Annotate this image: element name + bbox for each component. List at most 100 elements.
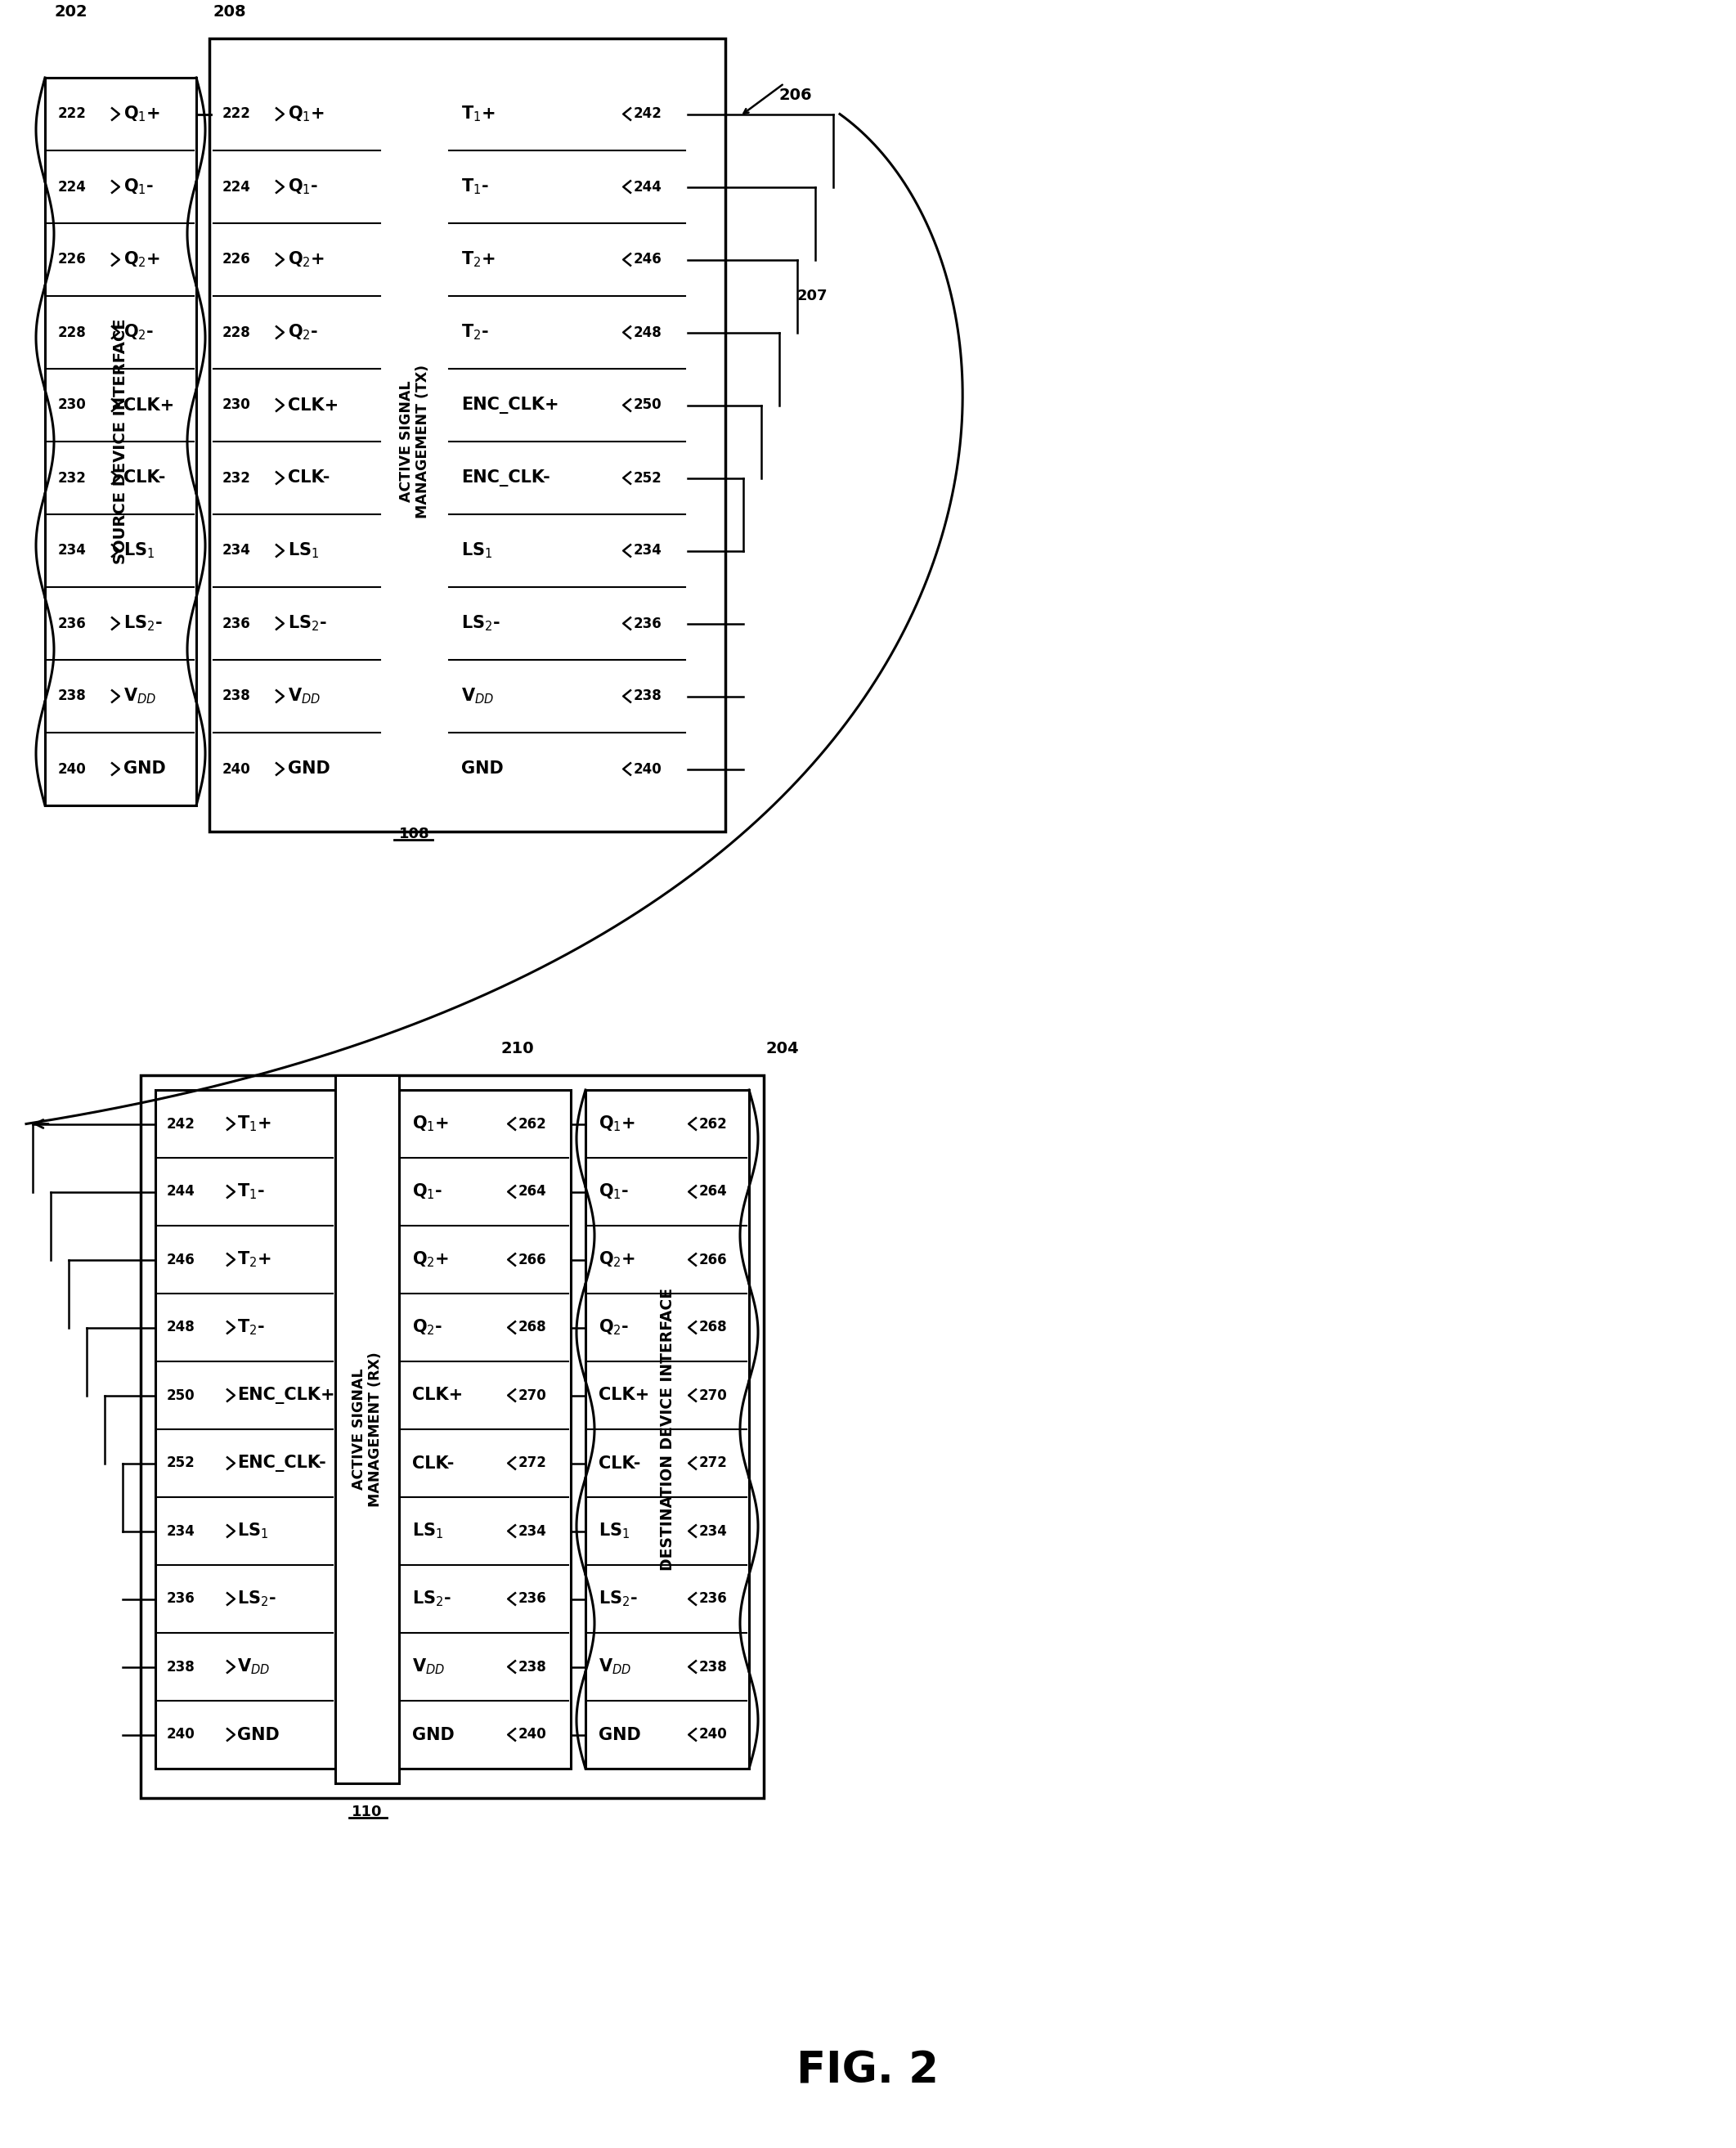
Text: 234: 234	[222, 543, 252, 558]
Text: GND: GND	[411, 1727, 455, 1742]
Text: 238: 238	[57, 690, 87, 705]
Text: V$_{DD}$: V$_{DD}$	[599, 1656, 632, 1675]
Bar	[155, 1089, 335, 1768]
Text: 207: 207	[797, 288, 828, 303]
Text: CLK+: CLK+	[411, 1388, 464, 1403]
Text: 234: 234	[167, 1523, 196, 1538]
Text: 234: 234	[57, 543, 87, 558]
Text: 270: 270	[700, 1388, 727, 1403]
Text: 236: 236	[167, 1592, 194, 1607]
Text: Q$_{2}$-: Q$_{2}$-	[123, 322, 155, 342]
Text: 230: 230	[222, 397, 250, 412]
Bar	[210, 39, 726, 831]
Bar	[212, 77, 382, 806]
Text: 264: 264	[700, 1184, 727, 1199]
Text: LS$_{1}$: LS$_{1}$	[238, 1521, 269, 1540]
Text: 268: 268	[519, 1321, 547, 1334]
Text: DESTINATION DEVICE INTERFACE: DESTINATION DEVICE INTERFACE	[660, 1289, 675, 1570]
Text: 240: 240	[519, 1727, 547, 1742]
Text: 228: 228	[57, 324, 87, 339]
Text: Q$_{1}$+: Q$_{1}$+	[599, 1115, 635, 1134]
Bar	[141, 1076, 764, 1798]
Text: LS$_{1}$: LS$_{1}$	[123, 541, 155, 561]
Text: GND: GND	[288, 760, 330, 778]
Text: 264: 264	[519, 1184, 547, 1199]
Text: 270: 270	[519, 1388, 547, 1403]
Text: Q$_{2}$+: Q$_{2}$+	[288, 249, 325, 268]
Text: LS$_{1}$: LS$_{1}$	[411, 1521, 443, 1540]
Text: T$_{1}$+: T$_{1}$+	[238, 1115, 271, 1134]
Text: T$_{2}$+: T$_{2}$+	[238, 1250, 271, 1269]
Text: 236: 236	[222, 616, 250, 632]
Text: LS$_{2}$-: LS$_{2}$-	[599, 1590, 637, 1609]
Text: ENC_CLK+: ENC_CLK+	[238, 1388, 335, 1405]
Text: 206: 206	[778, 88, 812, 103]
Text: V$_{DD}$: V$_{DD}$	[238, 1656, 271, 1675]
Text: FIG. 2: FIG. 2	[797, 2049, 939, 2092]
Text: ENC_CLK-: ENC_CLK-	[238, 1454, 326, 1471]
Text: 204: 204	[766, 1042, 799, 1057]
Text: T$_{2}$-: T$_{2}$-	[238, 1319, 266, 1336]
Text: 226: 226	[57, 251, 87, 266]
Text: 266: 266	[519, 1252, 547, 1267]
Text: LS$_{1}$: LS$_{1}$	[288, 541, 319, 561]
Text: LS$_{2}$-: LS$_{2}$-	[411, 1590, 451, 1609]
Text: T$_{2}$-: T$_{2}$-	[462, 322, 490, 342]
Text: T$_{2}$+: T$_{2}$+	[462, 249, 495, 268]
Text: 208: 208	[212, 4, 247, 19]
Text: 242: 242	[167, 1117, 196, 1132]
Text: 210: 210	[502, 1042, 535, 1057]
Text: 272: 272	[700, 1456, 727, 1471]
Text: LS$_{2}$-: LS$_{2}$-	[123, 614, 163, 634]
Text: GND: GND	[462, 760, 503, 778]
Text: 252: 252	[167, 1456, 194, 1471]
Text: 262: 262	[700, 1117, 727, 1132]
Text: ACTIVE SIGNAL
MANAGEMENT (TX): ACTIVE SIGNAL MANAGEMENT (TX)	[399, 365, 431, 518]
Text: 238: 238	[700, 1660, 727, 1673]
Text: 266: 266	[700, 1252, 727, 1267]
Text: 240: 240	[57, 763, 87, 775]
Text: T$_{1}$-: T$_{1}$-	[238, 1181, 266, 1201]
Bar	[585, 1089, 748, 1768]
Text: V$_{DD}$: V$_{DD}$	[288, 687, 321, 707]
Text: Q$_{1}$+: Q$_{1}$+	[288, 105, 325, 125]
Text: 248: 248	[634, 324, 661, 339]
Text: Q$_{2}$+: Q$_{2}$+	[123, 249, 160, 268]
Text: 238: 238	[519, 1660, 547, 1673]
Text: 238: 238	[634, 690, 661, 705]
Text: Q$_{2}$-: Q$_{2}$-	[288, 322, 318, 342]
Text: LS$_{1}$: LS$_{1}$	[599, 1521, 630, 1540]
Text: GND: GND	[599, 1727, 641, 1742]
Text: 236: 236	[57, 616, 87, 632]
Text: Q$_{1}$+: Q$_{1}$+	[123, 105, 160, 125]
Text: Q$_{1}$-: Q$_{1}$-	[411, 1181, 443, 1201]
Text: SOURCE DEVICE INTERFACE: SOURCE DEVICE INTERFACE	[113, 318, 128, 565]
Text: 240: 240	[634, 763, 661, 775]
Text: 272: 272	[519, 1456, 547, 1471]
Bar	[45, 77, 196, 806]
Text: ENC_CLK+: ENC_CLK+	[462, 397, 559, 415]
Bar	[335, 1076, 399, 1783]
Text: CLK-: CLK-	[599, 1454, 641, 1471]
Text: 244: 244	[634, 180, 661, 193]
Bar	[382, 77, 446, 806]
Text: T$_{1}$+: T$_{1}$+	[462, 105, 495, 125]
Text: 224: 224	[57, 180, 87, 193]
Text: T$_{1}$-: T$_{1}$-	[462, 176, 490, 195]
Text: 242: 242	[634, 107, 661, 122]
Text: 240: 240	[167, 1727, 194, 1742]
Text: 244: 244	[167, 1184, 196, 1199]
Text: 240: 240	[222, 763, 250, 775]
Text: V$_{DD}$: V$_{DD}$	[462, 687, 495, 707]
Text: Q$_{2}$+: Q$_{2}$+	[411, 1250, 450, 1269]
Text: V$_{DD}$: V$_{DD}$	[123, 687, 156, 707]
Text: CLK+: CLK+	[123, 397, 174, 412]
Text: 202: 202	[56, 4, 89, 19]
Text: 108: 108	[399, 827, 431, 842]
Text: Q$_{1}$-: Q$_{1}$-	[123, 176, 155, 195]
Text: 248: 248	[167, 1321, 194, 1334]
Text: V$_{DD}$: V$_{DD}$	[411, 1656, 444, 1675]
Text: 262: 262	[519, 1117, 547, 1132]
Text: 246: 246	[167, 1252, 194, 1267]
Bar	[446, 77, 687, 806]
